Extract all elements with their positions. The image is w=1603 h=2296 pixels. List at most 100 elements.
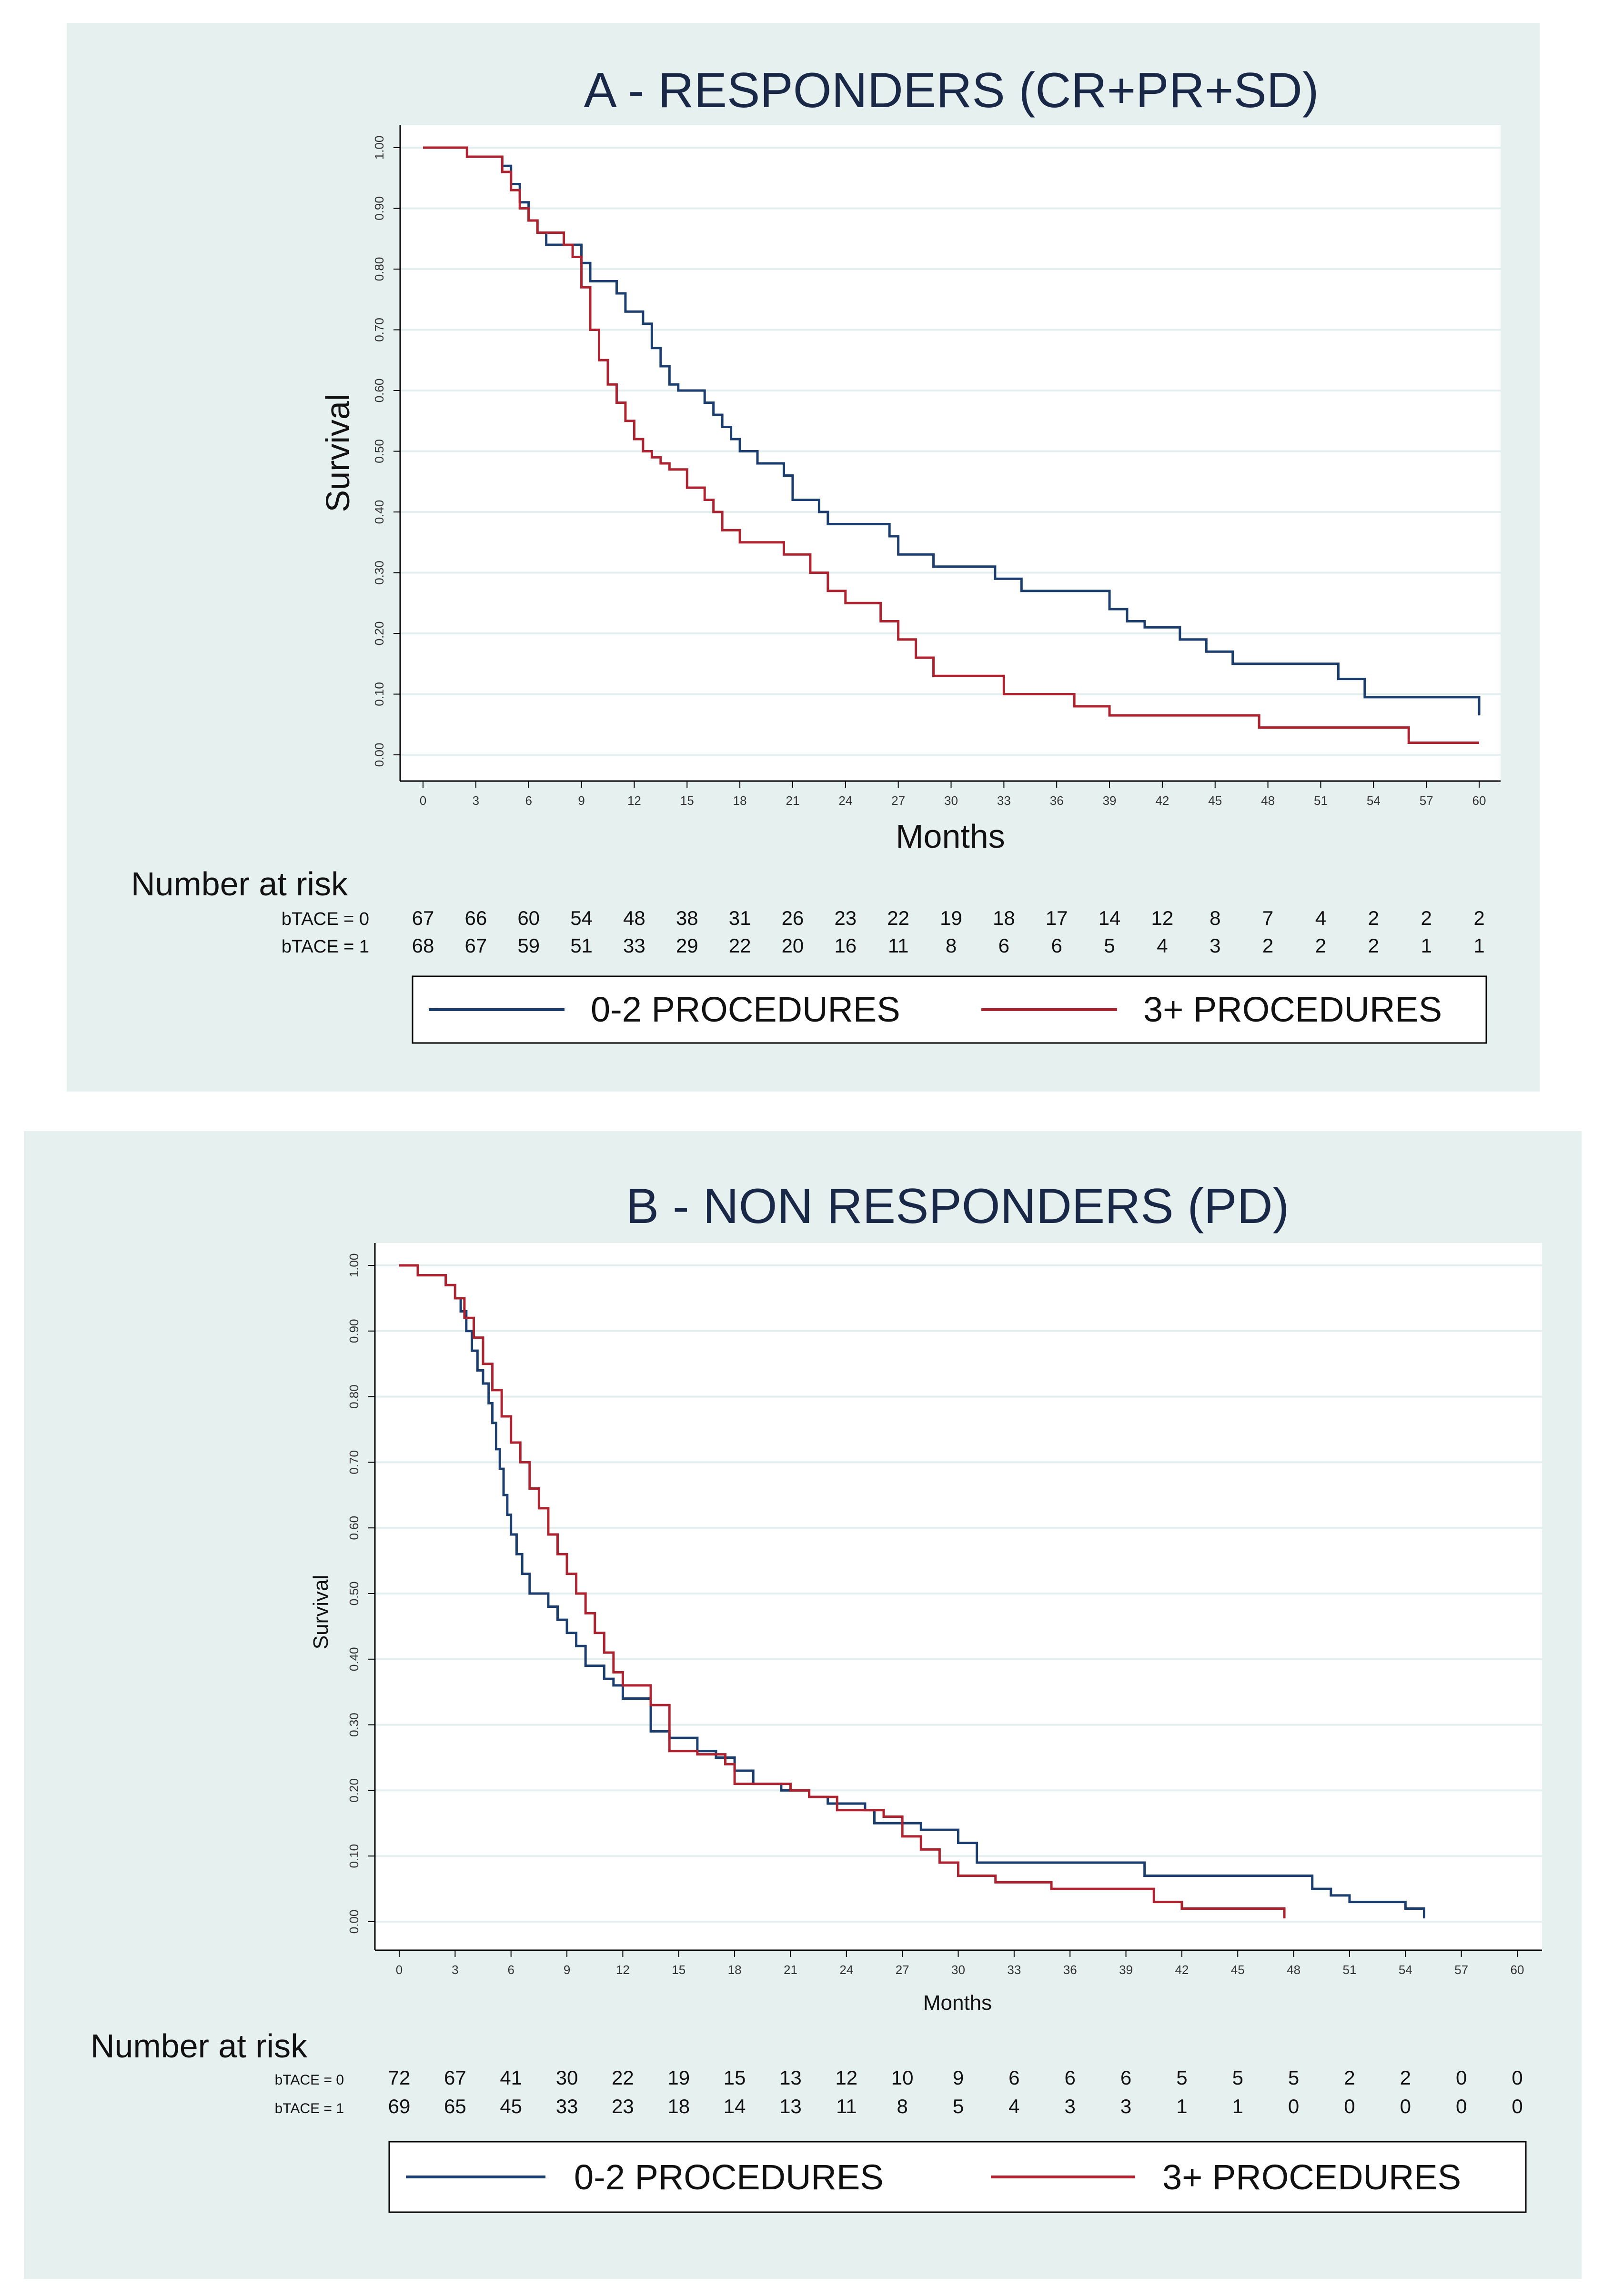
panel-a-y-tick-label: 0.60 [372,379,386,403]
panel-b-risk-value: 13 [779,2095,802,2117]
panel-a-risk-value: 18 [993,907,1015,929]
panel-a-risk-value: 14 [1099,907,1121,929]
panel-a-legend-label-3plus: 3+ PROCEDURES [1143,990,1442,1029]
panel-a-x-tick-label: 39 [1103,793,1117,808]
panel-b-y-tick-label: 0.00 [347,1910,361,1934]
panel-b-risk-value: 1 [1232,2095,1243,2117]
panel-b-legend-box [388,2141,1527,2213]
panel-b-x-tick-label: 48 [1287,1963,1301,1977]
panel-b-risk-value: 18 [667,2095,690,2117]
panel-a-x-tick-label: 27 [891,793,905,808]
panel-b-risk-value: 10 [891,2066,914,2089]
panel-b-series-3plus-curve [399,1264,1286,1919]
panel-b-legend-label-0-2: 0-2 PROCEDURES [574,2157,884,2197]
panel-b-x-tick-label: 60 [1511,1963,1524,1977]
panel-a-x-tick-label: 24 [838,793,852,808]
panel-b-risk-value: 6 [1008,2066,1019,2089]
panel-a-risk-value: 16 [834,934,857,957]
panel-a-y-ticks: 0.00 0.10 0.20 0.30 0.40 0.50 0.60 0.70 0.80 0.90… [372,136,400,767]
panel-b-x-tick-label: 0 [396,1963,403,1977]
panel-b-risk-value: 0 [1456,2095,1467,2117]
panel-a-legend-box [412,975,1487,1044]
panel-a-x-tick-label: 9 [578,793,585,808]
panel-a-x-tick-label: 36 [1050,793,1064,808]
panel-b-y-tick-label: 0.50 [347,1582,361,1606]
panel-b-y-tick-label: 1.00 [347,1253,361,1278]
panel-a-y-tick-label: 0.50 [372,439,386,463]
panel-a-risk-value: 68 [412,934,434,957]
panel-a-risk-value: 19 [940,907,962,929]
panel-a-risk-value: 17 [1046,907,1068,929]
panel-a-risk-value: 2 [1421,907,1432,929]
panel-a-gridlines [400,147,1501,756]
panel-b-y-tick-label: 0.60 [347,1516,361,1540]
panel-a-series-3plus-curve [423,146,1479,744]
panel-a-risk-value: 2 [1473,907,1484,929]
panel-b-plot-area [375,1243,1542,1950]
panel-a-x-axis-label: Months [896,818,1005,855]
panel-b-gridlines [375,1264,1542,1923]
panel-a-y-tick-label: 0.90 [372,196,386,221]
panel-a-risk-value: 1 [1473,934,1484,957]
panel-a-x-tick-label: 18 [733,793,747,808]
panel-a-x-tick-label: 60 [1472,793,1486,808]
panel-b-risk-value: 5 [1288,2066,1299,2089]
panel-a-x-tick-label: 48 [1261,793,1275,808]
panel-b-number-at-risk-header: Number at risk [91,2027,308,2065]
panel-a-x-tick-label: 6 [525,793,532,808]
panel-b-y-axis-label: Survival [309,1575,333,1650]
panel-a-risk-value: 31 [729,907,751,929]
panel-a-risk-value: 6 [1051,934,1062,957]
panel-b-risk-value: 22 [612,2066,634,2089]
panel-a-risk-value: 60 [517,907,540,929]
panel-a-risk-value: 67 [464,934,487,957]
panel-b-y-tick-label: 0.10 [347,1844,361,1868]
panel-a-risk-row-label-0: bTACE = 0 [282,909,369,929]
panel-a-series [423,146,1481,744]
panel-a: A - RESPONDERS (CR+PR+SD) 0.000.100.200.… [67,23,1540,1092]
panel-a-risk-value: 23 [834,907,857,929]
panel-a-risk-value: 12 [1151,907,1174,929]
panel-b-risk-value: 13 [779,2066,802,2089]
panel-b-y-tick-label: 0.20 [347,1778,361,1803]
panel-a-risk-value: 33 [623,934,645,957]
panel-b-y-ticks: 0.00 0.10 0.20 0.30 0.40 0.50 0.60 0.70 0.80 0.90… [347,1253,375,1934]
panel-b-risk-value: 2 [1344,2066,1355,2089]
panel-a-risk-values: 67 66 60 54 48 38 31 26 23 22 19 18 17 14 12 8 7 4 2 2 268 67… [412,907,1485,957]
panel-b-risk-value: 0 [1344,2095,1355,2117]
panel-a-x-tick-label: 15 [680,793,694,808]
panel-b-legend: 0-2 PROCEDURES 3+ PROCEDURES [388,2141,1527,2213]
panel-a-risk-value: 11 [888,934,909,957]
panel-b-risk-value: 4 [1008,2095,1019,2117]
panel-b-x-tick-label: 36 [1063,1963,1077,1977]
panel-a-x-tick-label: 33 [997,793,1011,808]
panel-b-x-tick-label: 39 [1119,1963,1133,1977]
panel-b-risk-value: 12 [835,2066,857,2089]
panel-a-risk-value: 2 [1262,934,1273,957]
panel-a-y-tick-label: 1.00 [372,136,386,160]
panel-a-risk-value: 29 [676,934,698,957]
panel-a-y-tick-label: 0.30 [372,561,386,585]
panel-a-y-axis-label: Survival [319,394,356,512]
panel-b-risk-value: 14 [724,2095,746,2117]
panel-b-risk-value: 19 [667,2066,690,2089]
panel-b-risk-value: 6 [1120,2066,1131,2089]
panel-a-risk-value: 2 [1315,934,1326,957]
panel-a-y-tick-label: 0.80 [372,257,386,281]
panel-b-x-tick-label: 27 [896,1963,909,1977]
panel-a-number-at-risk-header: Number at risk [131,865,348,902]
panel-b-x-tick-label: 21 [784,1963,797,1977]
panel-a-x-tick-label: 30 [944,793,958,808]
panel-b-x-tick-label: 45 [1231,1963,1245,1977]
panel-a-risk-value: 22 [887,907,909,929]
panel-a-risk-row-label-1: bTACE = 1 [282,937,369,957]
panel-b-risk-value: 69 [388,2095,411,2117]
panel-a-risk-value: 2 [1368,907,1379,929]
panel-a-x-tick-label: 42 [1155,793,1169,808]
panel-a-risk-value: 5 [1104,934,1115,957]
panel-b-series [399,1264,1425,1919]
panel-b-risk-value: 1 [1176,2095,1187,2117]
panel-b-series-0-2-curve [399,1264,1425,1919]
panel-a-x-tick-label: 21 [786,793,799,808]
panel-a-risk-value: 67 [412,907,434,929]
